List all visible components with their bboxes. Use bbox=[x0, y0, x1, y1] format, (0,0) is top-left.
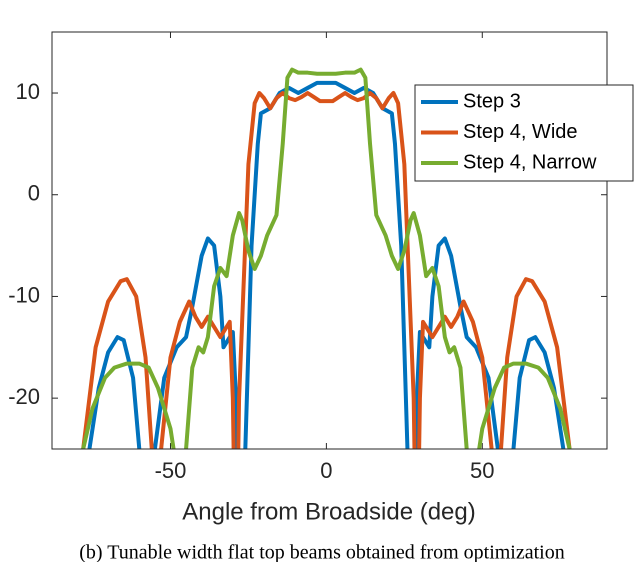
plot-frame bbox=[51, 31, 608, 450]
legend-label: Step 4, Narrow bbox=[463, 151, 597, 173]
legend-label: Step 4, Wide bbox=[463, 121, 578, 143]
y-tick-label: 0 bbox=[28, 181, 40, 206]
series-line bbox=[81, 91, 572, 449]
caption: (b) Tunable width flat top beams obtaine… bbox=[79, 542, 564, 562]
x-tick-label: -50 bbox=[155, 458, 187, 483]
x-tick-label: 50 bbox=[470, 458, 494, 483]
legend-label: Step 3 bbox=[463, 90, 521, 112]
y-tick-label: 10 bbox=[16, 79, 40, 104]
x-tick-label: 0 bbox=[320, 458, 332, 483]
series-line bbox=[81, 67, 572, 449]
x-axis-label: Angle from Broadside (deg) bbox=[182, 498, 475, 525]
series-line bbox=[87, 80, 566, 449]
y-tick-label: -10 bbox=[8, 282, 40, 307]
y-tick-label: -20 bbox=[8, 384, 40, 409]
